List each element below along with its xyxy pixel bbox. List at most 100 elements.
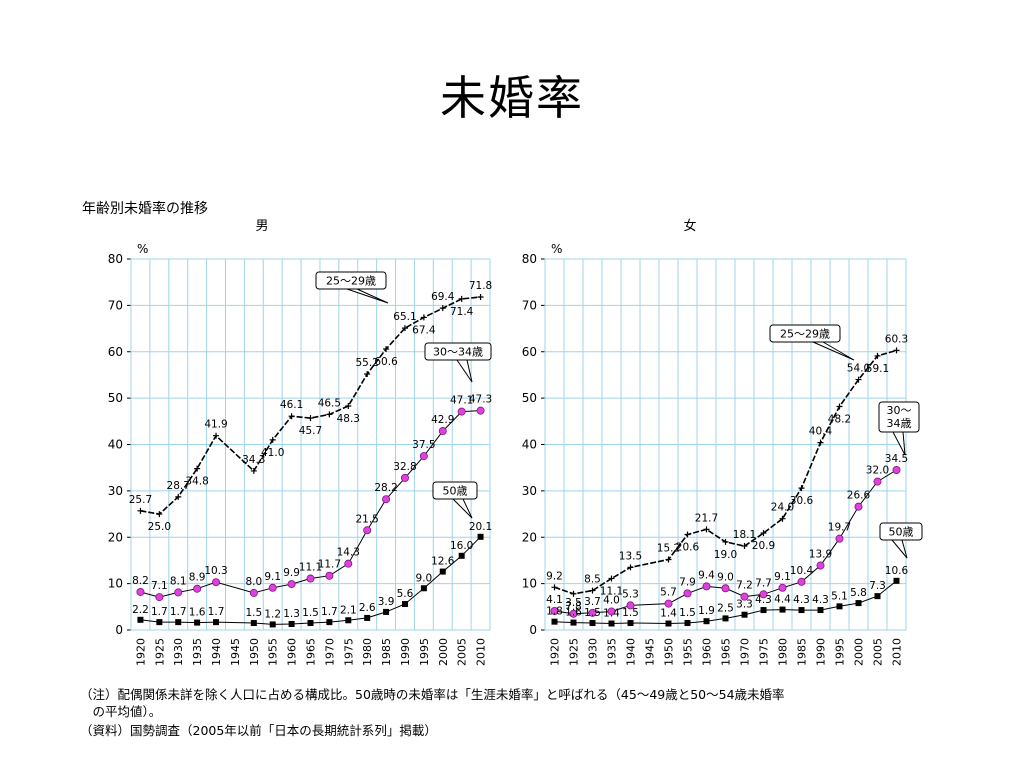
point-plus <box>439 305 446 312</box>
point-square <box>817 607 824 614</box>
point-circle <box>155 593 164 602</box>
x-tick-label: 1935 <box>191 638 204 666</box>
data-label: 7.9 <box>679 576 696 588</box>
y-tick-label: 40 <box>108 438 123 452</box>
x-tick-label: 1965 <box>720 638 733 666</box>
point-circle <box>382 495 391 504</box>
data-label: 1.4 <box>660 608 677 620</box>
data-label: 4.1 <box>546 594 563 606</box>
point-square <box>570 619 577 626</box>
point-plus <box>608 575 615 582</box>
y-tick-label: 0 <box>115 623 123 637</box>
data-label: 7.3 <box>869 580 886 592</box>
point-circle <box>835 534 844 543</box>
data-label: 1.4 <box>603 608 620 620</box>
figure-title: 年齢別未婚率の推移 <box>82 201 208 217</box>
point-plus <box>383 345 390 352</box>
data-label: 67.4 <box>412 324 436 336</box>
point-square <box>213 619 220 626</box>
data-label: 20.1 <box>469 521 492 533</box>
point-circle <box>136 587 145 596</box>
point-plus <box>345 403 352 410</box>
point-square <box>401 601 408 608</box>
data-label: 1.8 <box>546 606 563 618</box>
point-plus <box>570 590 577 597</box>
series-line-0 <box>140 296 481 515</box>
source-line: （資料）国勢調査（2005年以前「日本の長期統計系列」掲載） <box>80 723 437 738</box>
data-label: 4.3 <box>755 594 772 606</box>
x-tick-label: 1935 <box>606 638 619 666</box>
data-label: 40.4 <box>809 426 833 438</box>
x-tick-label: 1945 <box>644 638 657 666</box>
point-plus <box>779 515 786 522</box>
data-label: 3.9 <box>378 596 395 608</box>
point-circle <box>683 589 692 598</box>
x-tick-label: 1980 <box>777 638 790 666</box>
y-tick-label: 20 <box>522 530 537 544</box>
y-tick-label: 60 <box>522 345 537 359</box>
data-label: 47.3 <box>469 394 492 406</box>
data-label: 2.6 <box>359 602 376 614</box>
y-tick-label: 70 <box>108 298 123 312</box>
y-tick-label: 80 <box>108 252 123 266</box>
callout-box <box>424 342 492 361</box>
point-square <box>345 617 352 624</box>
data-label: 26.6 <box>847 490 871 502</box>
point-square <box>307 620 314 627</box>
data-label: 5.3 <box>622 588 639 600</box>
data-label: 1.5 <box>679 607 696 619</box>
x-tick-label: 1925 <box>153 638 166 666</box>
data-label: 5.6 <box>397 588 414 600</box>
data-label: 41.9 <box>204 419 227 431</box>
x-tick-label: 1990 <box>399 638 412 666</box>
data-label: 1.5 <box>302 607 319 619</box>
slide-title: 未婚率 <box>440 71 584 125</box>
point-plus <box>665 556 672 563</box>
data-label: 7.2 <box>736 580 753 592</box>
data-label: 54.0 <box>847 363 870 375</box>
point-circle <box>816 561 825 570</box>
data-label: 1.3 <box>283 608 300 620</box>
data-label: 65.1 <box>393 311 416 323</box>
point-square <box>364 614 371 621</box>
point-circle <box>419 452 428 461</box>
x-tick-label: 1995 <box>834 638 847 666</box>
point-circle <box>193 584 202 593</box>
x-tick-label: 1975 <box>758 638 771 666</box>
data-label: 7.1 <box>151 580 168 592</box>
plot-frame <box>544 258 907 631</box>
callout-box <box>879 522 923 541</box>
data-label: 9.1 <box>264 571 281 583</box>
legend-label: 25～29歳 <box>326 275 376 288</box>
point-plus <box>817 439 824 446</box>
point-square <box>194 619 201 626</box>
x-tick-label: 1925 <box>568 638 581 666</box>
point-circle <box>268 583 277 592</box>
point-square <box>874 593 881 600</box>
point-square <box>589 620 596 627</box>
data-label: 9.2 <box>546 570 563 582</box>
data-label: 25.0 <box>148 521 171 533</box>
x-tick-label: 1960 <box>286 638 299 666</box>
data-label: 34.5 <box>885 453 908 465</box>
callout-pointer <box>892 431 906 456</box>
point-circle <box>174 588 183 597</box>
data-label: 1.7 <box>151 606 168 618</box>
x-tick-label: 2000 <box>853 638 866 666</box>
data-label: 28.2 <box>374 482 397 494</box>
point-square <box>269 621 276 628</box>
y-tick-label: 70 <box>522 298 537 312</box>
y-tick-label: 10 <box>522 577 537 591</box>
x-tick-label: 1930 <box>587 638 600 666</box>
point-plus <box>137 507 144 514</box>
y-tick-label: 50 <box>108 391 123 405</box>
data-label: 11.7 <box>318 559 341 571</box>
data-label: 24.0 <box>771 502 794 514</box>
point-circle <box>854 502 863 511</box>
point-plus <box>836 403 843 410</box>
point-square <box>798 607 805 614</box>
data-label: 2.2 <box>132 604 149 616</box>
x-tick-label: 1985 <box>380 638 393 666</box>
data-label: 55.2 <box>355 357 378 369</box>
point-plus <box>269 436 276 443</box>
